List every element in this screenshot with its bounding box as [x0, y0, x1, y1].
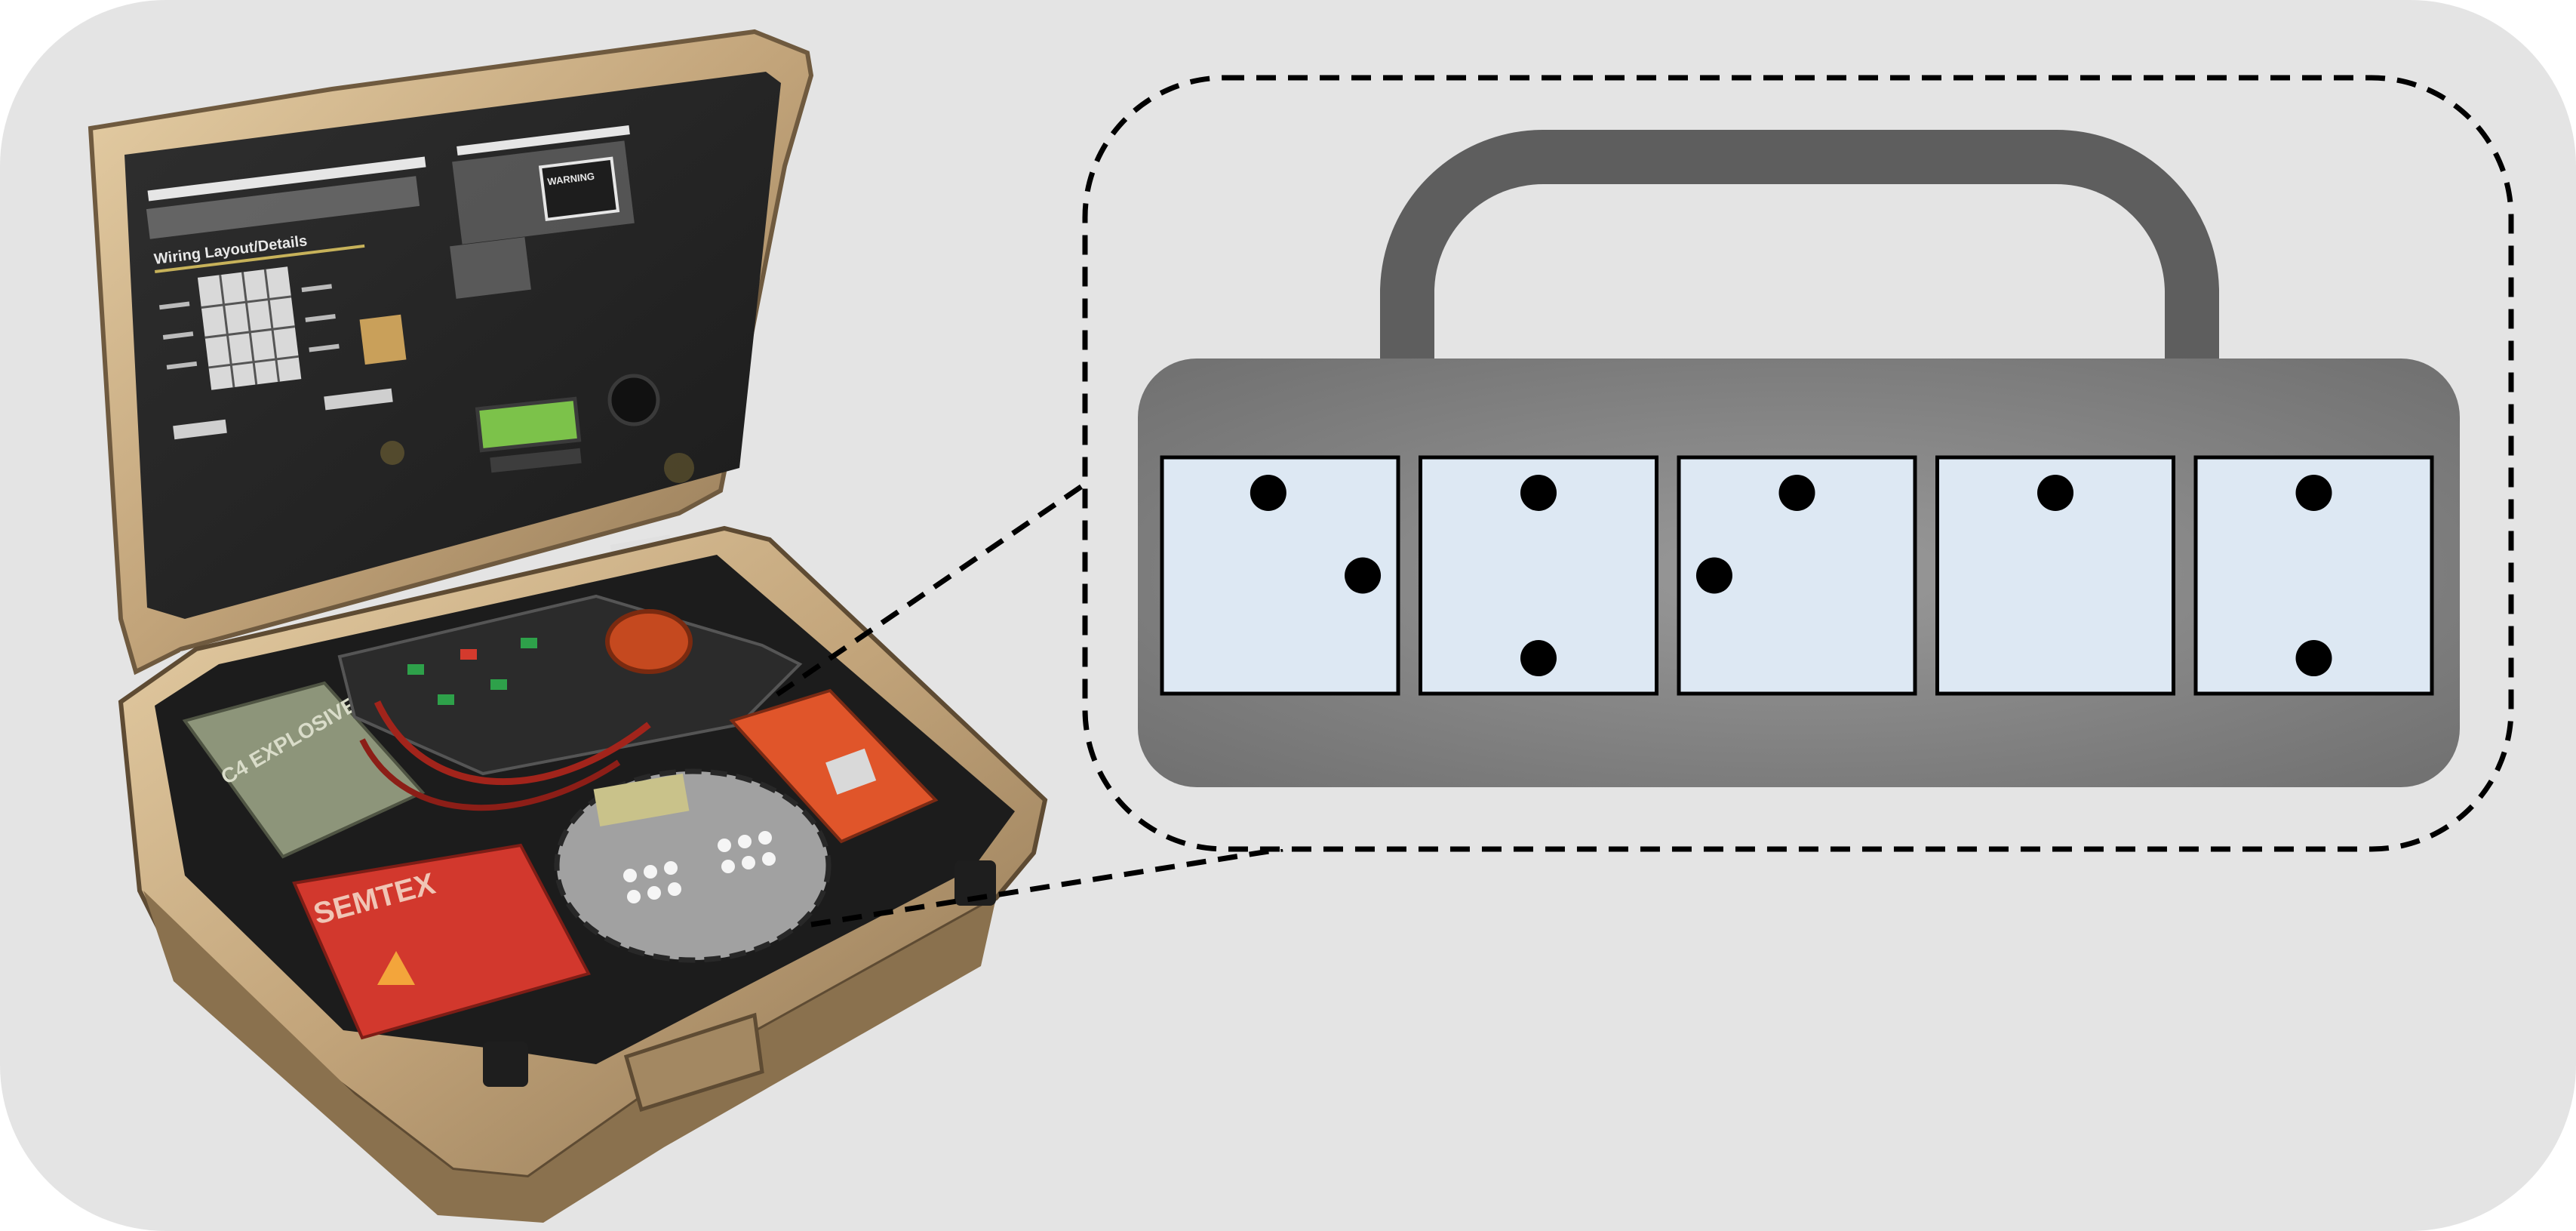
die-5: [2193, 455, 2434, 696]
decal-bar: [147, 156, 426, 202]
die-pip: [1250, 474, 1286, 511]
case-base-bottom: [143, 891, 996, 1223]
die-3: [1677, 455, 1917, 696]
die-pip: [2295, 640, 2332, 677]
die-pip: [1520, 640, 1557, 677]
board-switch: [460, 649, 477, 660]
callout-connector-bottom: [810, 846, 1283, 928]
lcd-display: [475, 396, 582, 453]
die-4: [1935, 455, 2175, 696]
red-wire: [359, 738, 621, 811]
dice-row: [1160, 455, 2434, 696]
die-1: [1160, 455, 1400, 696]
latch: [483, 1042, 528, 1087]
gold-chip: [359, 314, 407, 365]
board-switch: [490, 679, 507, 690]
decal-text-block: [146, 176, 420, 239]
grime-spot: [380, 441, 404, 465]
board-switch: [438, 694, 454, 705]
decal-yellow-line: [154, 244, 365, 273]
instruction-block: [450, 237, 531, 299]
warning-box: WARNING: [538, 156, 620, 222]
die-pip: [2037, 474, 2073, 511]
remote-keypad: [623, 831, 776, 903]
board-switch: [521, 638, 537, 648]
briefcase-illustration: Wiring Layout/Details WARNING: [88, 29, 1048, 1223]
die-pip: [1778, 474, 1815, 511]
decal-bar: [456, 125, 630, 155]
small-label: [324, 388, 393, 411]
red-wire: [373, 700, 651, 786]
c4-explosive-block: [182, 681, 426, 859]
wiring-diagram: [158, 266, 340, 390]
device-screen: [825, 748, 877, 795]
coil-icon: [605, 609, 693, 674]
bar-handle: [1380, 130, 2219, 359]
case-handle: [623, 1012, 764, 1113]
grime-spot: [664, 453, 694, 483]
hazard-icon: [377, 951, 415, 985]
die-pip: [1345, 557, 1382, 594]
board-switch: [407, 664, 424, 675]
die-pip: [1695, 557, 1732, 594]
die-pip: [2295, 474, 2332, 511]
remote-lcd: [593, 773, 690, 827]
keypad-strip: [490, 448, 582, 473]
die-2: [1419, 455, 1658, 696]
small-label: [173, 419, 227, 440]
control-knob-icon: [607, 374, 660, 426]
semtex-block: [292, 843, 591, 1040]
die-pip: [1520, 474, 1557, 511]
